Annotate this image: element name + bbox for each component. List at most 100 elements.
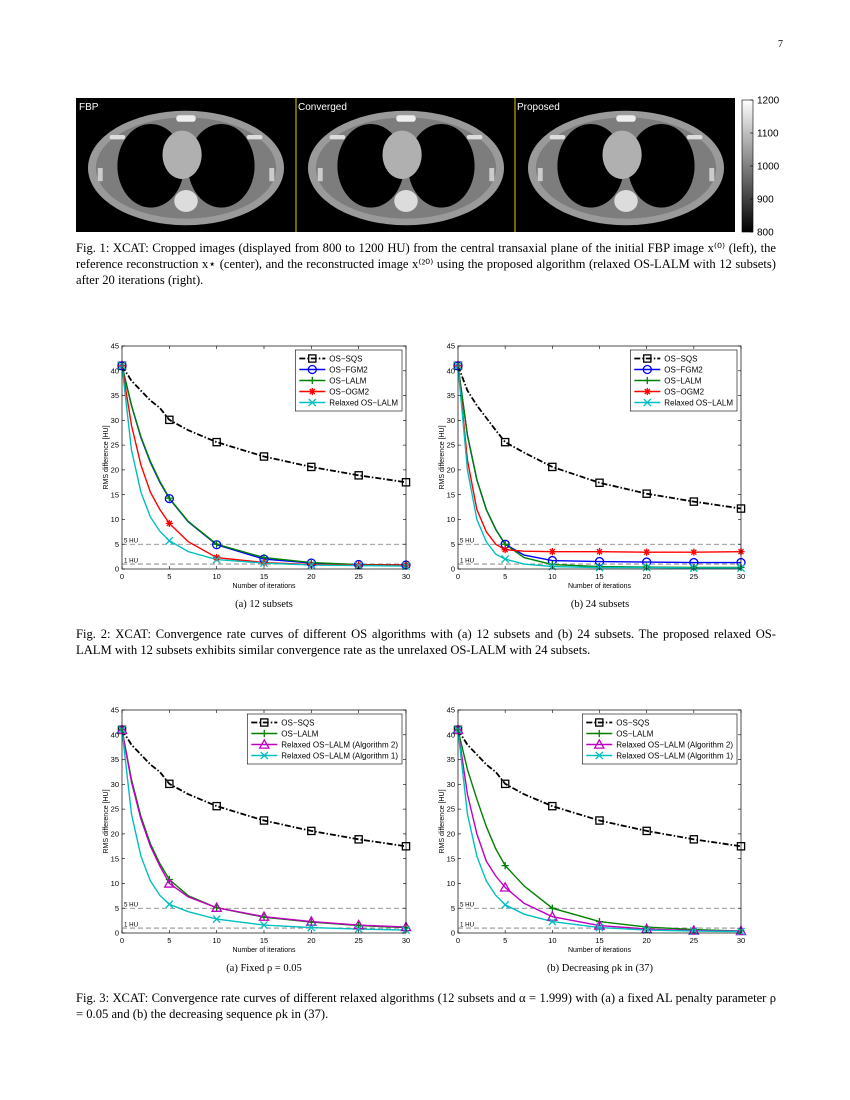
marker (165, 519, 173, 528)
y-tick-label: 30 (111, 416, 119, 425)
y-axis-label: RMS difference [HU] (103, 789, 110, 853)
marker (163, 877, 176, 888)
x-tick-label: 10 (548, 572, 556, 581)
x-tick-label: 0 (120, 572, 124, 581)
y-tick-label: 10 (447, 879, 455, 888)
y-tick-label: 25 (447, 805, 455, 814)
x-tick-label: 20 (307, 572, 315, 581)
chart: 5 HU1 HU0 5 10 15 20 25 30051015202530354045Nu… (103, 706, 412, 954)
marker (165, 494, 173, 502)
y-tick-label: 35 (447, 755, 455, 764)
marker (258, 910, 270, 921)
y-tick-label: 45 (111, 706, 119, 715)
y-tick-label: 0 (115, 565, 119, 574)
marker (548, 548, 556, 556)
y-tick-label: 15 (447, 854, 455, 863)
legend-label: Relaxed OS−LALM (Algorithm 1) (616, 751, 733, 760)
series-line (121, 365, 407, 567)
marker (354, 471, 363, 480)
marker (354, 835, 363, 844)
marker (643, 354, 652, 363)
legend-label: Relaxed OS−LALM (Algorithm 2) (281, 740, 398, 749)
marker (213, 540, 221, 548)
series-line (457, 365, 742, 553)
chart: 5 HU1 HU0 5 10 15 20 25 30051015202530354045Nu… (103, 342, 411, 590)
legend-label: OS−LALM (664, 376, 701, 385)
colorbar-tick-label: 1200 (757, 96, 780, 107)
marker (548, 801, 557, 811)
colorbar-tick-label: 800 (757, 228, 774, 239)
legend-label: Relaxed OS−LALM (329, 398, 398, 407)
y-tick-label: 20 (447, 465, 455, 474)
marker (212, 555, 221, 564)
marker (595, 923, 604, 932)
marker (354, 924, 363, 934)
y-tick-label: 45 (447, 706, 455, 715)
y-tick-label: 15 (111, 854, 119, 863)
marker (595, 751, 604, 760)
colorbar-tick-label: 1100 (757, 129, 779, 140)
y-tick-label: 5 (115, 904, 119, 913)
marker (210, 901, 223, 912)
series-line (121, 365, 407, 484)
reference-label: 5 HU (460, 902, 474, 909)
marker (501, 546, 509, 554)
marker (165, 900, 174, 909)
y-tick-label: 0 (451, 565, 455, 574)
series-line (121, 729, 407, 848)
legend-label: OS−SQS (281, 718, 314, 727)
y-tick-label: 5 (115, 540, 119, 549)
marker (260, 718, 269, 727)
x-tick-label: 5 (167, 572, 171, 581)
panel-label: Converged (298, 102, 347, 113)
x-tick-label: 0 (120, 936, 124, 945)
marker (308, 354, 317, 363)
legend: OS−SQS OS−LALM Relaxed OS−LALM (Algorithm … (581, 713, 738, 765)
marker (260, 729, 268, 738)
marker (354, 561, 363, 570)
series-line (121, 365, 407, 566)
subfigure-caption: (a) Fixed ρ = 0.05 (226, 963, 302, 974)
marker (643, 398, 652, 407)
y-tick-label: 30 (111, 780, 119, 789)
marker (642, 364, 652, 375)
y-tick-label: 0 (115, 929, 119, 938)
x-tick-label: 10 (548, 936, 556, 945)
subfigure-caption: (b) 24 subsets (570, 599, 630, 610)
marker (259, 921, 269, 930)
marker (308, 387, 316, 396)
x-tick-label: 30 (402, 936, 410, 945)
ct-image (528, 110, 724, 226)
legend-label: Relaxed OS−LALM (Algorithm 2) (616, 740, 733, 749)
subfigure-caption: (b) Decreasing ρk in (37) (546, 963, 654, 974)
legend-label: OS−SQS (329, 354, 362, 363)
y-axis-label: RMS difference [HU] (103, 425, 110, 489)
legend-label: OS−FGM2 (664, 365, 703, 374)
y-tick-label: 0 (451, 929, 455, 938)
y-tick-label: 35 (447, 391, 455, 400)
reference-label: 5 HU (460, 538, 474, 545)
y-tick-label: 15 (111, 490, 119, 499)
marker (259, 816, 269, 825)
x-tick-label: 10 (212, 936, 220, 945)
marker (501, 862, 509, 870)
x-tick-label: 25 (690, 572, 698, 581)
series-line (457, 365, 741, 569)
x-axis-label: Number of iterations (232, 583, 296, 590)
marker (548, 904, 556, 912)
y-tick-label: 30 (447, 780, 455, 789)
x-tick-label: 25 (690, 936, 698, 945)
legend-label: Relaxed OS−LALM (Algorithm 1) (281, 751, 398, 760)
legend: OS−SQS OS−FGM2 OS−LALM OS−OGM2 Relaxed OS−LA… (629, 349, 738, 412)
y-tick-label: 40 (447, 730, 455, 739)
x-tick-label: 15 (260, 572, 268, 581)
marker (593, 738, 605, 749)
marker (165, 415, 174, 425)
reference-label: 1 HU (460, 922, 474, 929)
y-tick-label: 10 (447, 515, 455, 524)
marker (259, 452, 269, 461)
x-tick-label: 0 (456, 936, 460, 945)
marker (307, 923, 316, 932)
